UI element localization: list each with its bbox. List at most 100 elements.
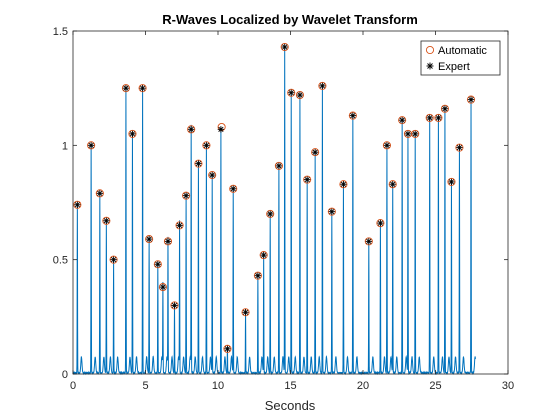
automatic-marker [434,113,443,122]
legend-expert-marker [426,62,434,70]
expert-marker [398,116,406,124]
expert-marker [456,144,463,151]
automatic-marker [259,251,268,260]
x-tick-label: 5 [142,380,148,392]
expert-marker [74,201,81,208]
expert-marker [426,114,433,122]
automatic-marker [145,235,154,244]
automatic-marker [339,180,348,189]
y-tick-label: 1 [62,140,68,152]
automatic-marker [466,95,476,104]
expert-marker [254,272,262,279]
automatic-marker [348,111,357,120]
expert-marker [448,178,455,186]
expert-marker [224,345,231,353]
automatic-marker [87,141,96,150]
y-axis: 0 0.5 1 1.5 [53,26,508,381]
automatic-marker [95,189,104,198]
marker-layer [73,42,476,353]
expert-marker [176,222,183,229]
expert-marker [96,190,104,197]
automatic-marker [295,90,304,100]
automatic-marker [398,116,407,125]
expert-marker [187,126,195,133]
expert-marker [404,130,412,138]
automatic-marker [287,88,296,97]
expert-marker [145,235,153,243]
automatic-marker [376,219,385,228]
expert-marker [154,261,162,268]
expert-marker [412,130,419,138]
expert-marker [267,210,274,218]
automatic-marker [128,129,137,138]
expert-marker [110,256,117,263]
expert-marker [230,185,237,192]
automatic-marker [175,221,184,230]
automatic-marker [170,301,179,310]
automatic-marker [455,143,464,152]
expert-marker [203,142,210,149]
automatic-marker [440,104,449,113]
expert-marker [209,171,216,179]
automatic-marker [311,148,320,157]
signal-layer [72,45,476,376]
y-tick-label: 0.5 [53,255,68,267]
expert-marker [435,114,442,122]
x-tick-label: 30 [502,380,514,392]
expert-marker [319,82,326,90]
automatic-marker [202,141,211,150]
expert-marker [467,96,475,103]
automatic-marker [73,200,82,209]
automatic-marker [158,283,167,292]
x-tick-label: 15 [284,380,296,392]
expert-marker [349,112,357,119]
automatic-marker [187,125,196,134]
x-tick-label: 25 [429,380,441,392]
automatic-marker [194,159,203,168]
x-tick-label: 20 [357,380,369,392]
automatic-marker [121,84,130,93]
expert-marker [139,84,146,92]
automatic-marker [411,129,420,138]
automatic-marker [208,171,217,180]
legend-automatic-label: Automatic [438,45,487,57]
automatic-marker [223,344,232,353]
x-tick-label: 0 [70,380,76,392]
expert-marker [281,43,288,51]
automatic-marker [266,209,275,218]
expert-marker [328,208,336,215]
expert-marker [129,130,136,138]
expert-marker [217,126,225,133]
legend-expert-label: Expert [438,61,470,73]
automatic-marker [280,42,289,52]
expert-marker [103,217,110,224]
automatic-marker [447,177,456,186]
expert-marker [171,302,178,309]
automatic-marker [182,191,191,200]
expert-marker [242,309,249,316]
expert-marker [296,91,304,99]
automatic-marker [153,260,162,269]
legend-box [420,40,501,76]
y-tick-label: 1.5 [53,26,68,38]
expert-marker [159,283,167,291]
automatic-marker [303,175,312,184]
y-tick-label: 0 [62,369,68,381]
automatic-marker [253,271,262,280]
automatic-marker [388,180,397,189]
expert-marker [87,142,95,149]
x-axis: 0 5 10 15 20 25 30 [70,31,514,392]
expert-marker [340,181,347,188]
expert-marker [288,89,295,96]
expert-marker [275,162,283,170]
expert-marker [311,148,319,156]
automatic-marker [229,184,238,193]
expert-marker [195,160,202,167]
legend: Automatic Expert [420,40,501,76]
x-axis-label: Seconds [265,398,316,413]
automatic-marker [327,207,336,216]
ecg-signal-line [72,45,476,376]
expert-marker [389,181,396,188]
automatic-marker [109,255,118,264]
